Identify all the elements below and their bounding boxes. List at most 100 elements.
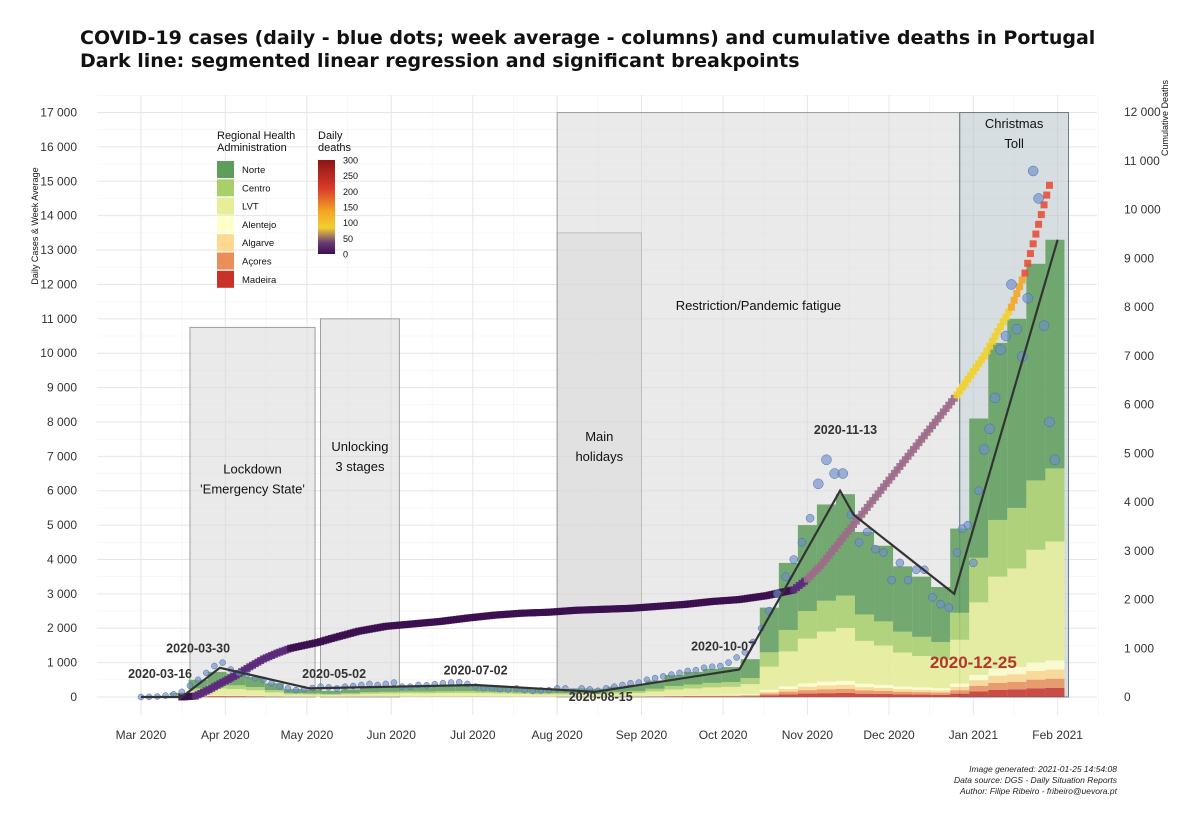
chart-subtitle: Dark line: segmented linear regression a…: [80, 50, 800, 72]
week-average-column-centro: [912, 636, 932, 657]
cumulative-death-point: [988, 337, 996, 345]
breakpoint-label-2020-03-30: 2020-03-30: [166, 641, 230, 655]
daily-case-dot: [871, 544, 880, 554]
cumulative-death-point: [961, 379, 969, 387]
y-tick-label-right: 10 000: [1124, 203, 1161, 217]
daily-case-dot: [276, 683, 283, 690]
breakpoint-label-2020-03-16: 2020-03-16: [128, 667, 192, 681]
daily-case-dot: [284, 685, 292, 692]
daily-case-dot: [781, 572, 790, 581]
week-average-column-madeira: [797, 693, 817, 697]
week-average-column-centro: [645, 688, 665, 692]
week-average-column-centro: [436, 691, 456, 694]
week-average-column-alentejo: [1045, 660, 1065, 670]
x-tick-label: Mar 2020: [116, 728, 167, 742]
period-box-0: [189, 326, 316, 698]
cumulative-death-point: [997, 323, 1005, 331]
week-average-column-norte: [835, 494, 855, 596]
week-average-column-lvt: [264, 692, 284, 696]
y-tick-label-right: 11 000: [1124, 154, 1160, 168]
breakpoint-label-2020-05-02: 2020-05-02: [302, 667, 366, 681]
week-average-column-centro: [398, 691, 418, 694]
week-average-column-centro: [1026, 480, 1046, 550]
week-average-column-algarve: [797, 686, 817, 691]
week-average-column-lvt: [302, 694, 322, 697]
y-tick-label-left: 12 000: [40, 277, 77, 291]
y-tick-label-left: 9 000: [47, 381, 77, 395]
week-average-column-alentejo: [816, 681, 836, 686]
week-average-column-lvt: [607, 693, 627, 697]
daily-case-dot: [211, 662, 218, 670]
week-average-column-alentejo: [1026, 662, 1046, 672]
week-average-column-centro: [188, 688, 208, 692]
week-average-column-açores: [816, 689, 836, 694]
daily-case-dot: [1044, 416, 1055, 428]
daily-case-dot: [903, 575, 913, 585]
y-tick-label-right: 5 000: [1124, 446, 1154, 460]
week-average-column-centro: [1007, 507, 1027, 569]
week-average-column-lvt: [283, 694, 303, 697]
week-average-column-lvt: [1007, 568, 1027, 667]
colorbar-tick-label: 150: [343, 203, 358, 213]
cumulative-death-point: [958, 383, 966, 391]
week-average-column-lvt: [474, 693, 494, 697]
week-average-column-alentejo: [778, 686, 798, 689]
colorbar-tick-label: 250: [343, 171, 358, 181]
x-tick-label: Feb 2021: [1032, 728, 1083, 742]
daily-case-dot: [862, 527, 872, 537]
week-average-column-norte: [398, 685, 418, 692]
week-average-column-algarve: [778, 688, 798, 692]
week-average-column-açores: [778, 691, 798, 695]
week-average-column-centro: [359, 692, 379, 694]
week-average-column-alentejo: [855, 683, 875, 688]
week-average-column-madeira: [893, 694, 913, 697]
week-average-column-norte: [321, 690, 341, 694]
week-average-column-madeira: [778, 694, 798, 697]
week-average-column-lvt: [683, 688, 703, 695]
week-average-column-madeira: [969, 691, 989, 697]
week-average-column-lvt: [874, 645, 894, 685]
week-average-column-norte: [626, 684, 646, 691]
week-average-column-açores: [759, 693, 779, 696]
daily-case-dot: [725, 659, 732, 666]
week-average-column-lvt: [512, 693, 532, 697]
daily-case-dot: [1011, 323, 1023, 335]
week-average-column-açores: [702, 695, 722, 697]
cumulative-death-point: [991, 332, 999, 340]
daily-case-dot: [194, 676, 202, 684]
week-average-column-lvt: [721, 686, 741, 695]
week-average-column-norte: [931, 586, 951, 642]
legend-deaths-title: deaths: [318, 142, 352, 154]
week-average-column-algarve: [683, 695, 703, 696]
week-average-column-centro: [321, 693, 341, 695]
week-average-column-algarve: [702, 695, 722, 696]
period-label-0-line-0: Lockdown: [223, 462, 282, 477]
daily-case-dot: [989, 392, 1001, 404]
week-average-column-lvt: [1045, 541, 1065, 661]
week-average-column-algarve: [855, 687, 875, 691]
daily-case-dot: [651, 674, 659, 682]
daily-case-dot: [390, 679, 398, 686]
week-average-column-alentejo: [931, 688, 951, 691]
week-average-column-açores: [1007, 681, 1027, 690]
week-average-column-centro: [550, 693, 570, 695]
y-tick-label-left: 5 000: [47, 518, 77, 532]
week-average-column-madeira: [931, 694, 951, 697]
week-average-column-açores: [1026, 679, 1046, 689]
cumulative-death-point: [1045, 181, 1053, 189]
cumulative-death-point: [983, 347, 991, 355]
legend-swatch-açores: [217, 252, 234, 270]
daily-case-dot: [1000, 330, 1012, 342]
week-average-column-norte: [797, 525, 817, 612]
daily-case-dot: [936, 599, 945, 609]
week-average-column-centro: [778, 629, 798, 652]
week-average-column-lvt: [436, 693, 456, 697]
x-tick-label: Nov 2020: [782, 728, 834, 742]
y-tick-label-left: 10 000: [40, 346, 77, 360]
cumulative-death-point: [1016, 283, 1024, 291]
x-tick-label: Apr 2020: [201, 728, 250, 742]
y-tick-label-right: 6 000: [1124, 398, 1154, 412]
y-tick-label-left: 1 000: [47, 656, 77, 670]
daily-case-dot: [659, 673, 667, 680]
